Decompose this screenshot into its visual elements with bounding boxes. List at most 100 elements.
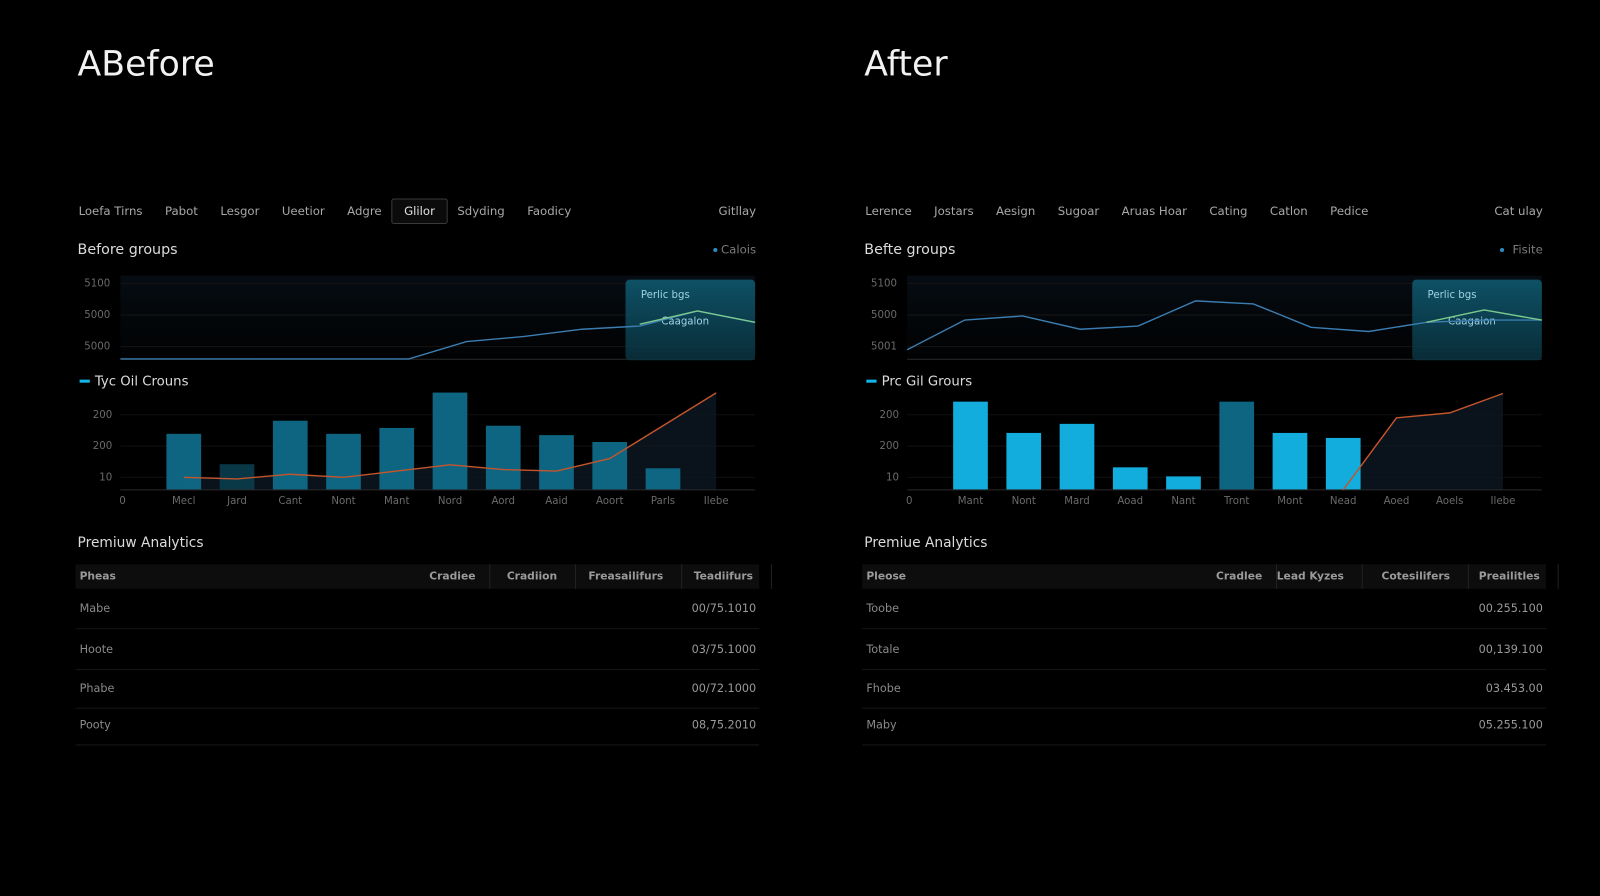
link-dot [1500, 248, 1505, 253]
panel-title: After [864, 44, 948, 84]
x-tick-label: Mant [384, 496, 409, 507]
x-tick-label: Tront [1223, 496, 1249, 507]
nav-end[interactable]: Gitllay [719, 204, 757, 218]
y-tick-label: 200 [880, 410, 899, 421]
nav-tab[interactable]: Catlon [1270, 204, 1308, 218]
table-cell: Totale [865, 643, 899, 656]
line-area [1343, 393, 1503, 490]
table-cell: 03/75.1000 [692, 643, 756, 656]
table-header: Teadiifurs [694, 570, 753, 583]
nav-tab[interactable]: Adgre [347, 204, 381, 218]
table-cell: Toobe [865, 602, 899, 615]
x-tick-label: Nont [331, 496, 355, 507]
table-header: Cotesilifers [1381, 570, 1450, 583]
section-title: Befte groups [864, 242, 955, 258]
nav-end[interactable]: Cat ulay [1494, 204, 1543, 218]
table-title: Premiue Analytics [864, 535, 987, 551]
nav-tab[interactable]: Loefa Tirns [79, 204, 143, 218]
table-header: Pheas [80, 570, 116, 583]
section-link[interactable]: Calois [721, 243, 756, 257]
x-tick-label: Nead [1330, 496, 1357, 507]
x-tick-label: Aaid [545, 496, 568, 507]
y-tick-label: 5000 [84, 310, 110, 321]
table-cell: 00,139.100 [1479, 643, 1543, 656]
origin-label: 0 [906, 496, 912, 507]
origin-label: 0 [119, 496, 125, 507]
x-tick-label: Jard [226, 496, 247, 507]
section-link[interactable]: Fisite [1513, 243, 1543, 257]
nav-tab[interactable]: Pabot [165, 204, 198, 218]
x-tick-label: Cant [278, 496, 302, 507]
x-tick-label: Aoort [596, 496, 623, 507]
legend-label: Prc Gil Grours [882, 375, 973, 390]
x-tick-label: Mecl [172, 496, 196, 507]
bar [1272, 432, 1308, 490]
table-header: Preailitles [1479, 570, 1540, 583]
bar [953, 401, 988, 490]
bar [1112, 467, 1148, 490]
nav-tab[interactable]: Aesign [996, 204, 1035, 218]
x-tick-label: Ilebe [1491, 496, 1516, 507]
table-title: Premiuw Analytics [78, 535, 204, 551]
y-tick-label: 5100 [871, 278, 897, 289]
y-tick-label: 10 [886, 472, 899, 483]
y-tick-label: 5000 [871, 310, 897, 321]
nav-tab[interactable]: Pedice [1330, 204, 1368, 218]
line-series [906, 300, 1542, 351]
nav-tab[interactable]: Sugoar [1058, 204, 1100, 218]
line-series [120, 310, 756, 360]
nav-tab[interactable]: Lerence [865, 204, 911, 218]
x-tick-label: Mard [1064, 496, 1090, 507]
x-tick-label: Nant [1171, 496, 1195, 507]
nav-tab[interactable]: Sdyding [457, 204, 504, 218]
table-header-bg [75, 564, 760, 589]
panel-title: ABefore [78, 44, 215, 84]
nav-tab[interactable]: Ueetior [282, 204, 325, 218]
highlight-label: Caagalon [661, 316, 709, 327]
y-tick-label: 5001 [871, 342, 897, 353]
section-title: Before groups [78, 242, 178, 258]
nav-tab[interactable]: Jostars [933, 204, 973, 218]
y-tick-label: 200 [93, 410, 112, 421]
table-cell: Pooty [80, 719, 111, 732]
table-cell: 00.255.100 [1479, 602, 1543, 615]
bar [1059, 423, 1095, 490]
y-tick-label: 5000 [84, 342, 110, 353]
x-tick-label: Aoels [1436, 496, 1463, 507]
bar [272, 420, 308, 490]
nav-tab[interactable]: Faodicy [527, 204, 571, 218]
active-tab [391, 198, 448, 225]
table-cell: Maby [866, 719, 897, 732]
bar [432, 392, 468, 490]
legend-label: Tyc Oil Crouns [94, 375, 189, 390]
line-area [183, 392, 717, 490]
trend-line [183, 392, 717, 480]
nav-tab[interactable]: Aruas Hoar [1122, 204, 1187, 218]
bar [1166, 476, 1201, 490]
bar [485, 425, 521, 490]
line-series [639, 310, 756, 325]
table-cell: 00/72.1000 [692, 682, 756, 695]
x-tick-label: Nont [1012, 496, 1036, 507]
x-tick-label: Aord [491, 496, 515, 507]
bar [1219, 401, 1255, 490]
y-tick-label: 200 [880, 441, 899, 452]
table-cell: Phabe [80, 682, 115, 695]
bar [1325, 437, 1361, 490]
table-cell: Mabe [80, 602, 111, 615]
nav-tab[interactable]: Cating [1209, 204, 1247, 218]
highlight-label: Perlic bgs [641, 290, 690, 301]
bar [592, 441, 628, 490]
bar [379, 427, 415, 490]
x-tick-label: Ilebe [704, 496, 729, 507]
nav-tab[interactable]: Lesgor [220, 204, 259, 218]
table-cell: 00/75.1010 [692, 602, 756, 615]
link-dot [713, 248, 718, 253]
nav-tab[interactable]: Glilor [404, 204, 435, 218]
legend-swatch [866, 379, 877, 383]
bar [1006, 432, 1042, 490]
bar [645, 468, 681, 490]
table-header: Pleose [866, 570, 906, 583]
